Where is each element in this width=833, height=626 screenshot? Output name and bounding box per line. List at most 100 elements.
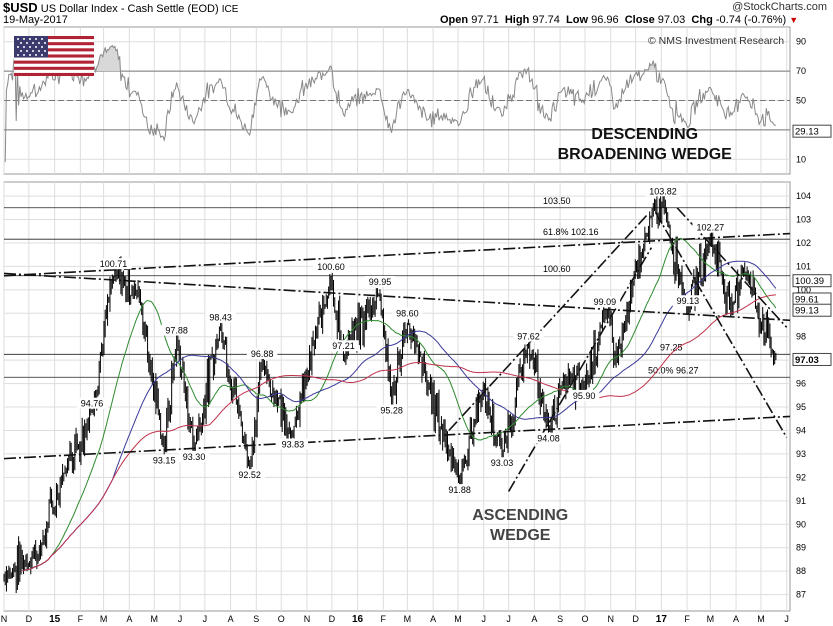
annotation-wedge: WEDGE: [490, 527, 551, 544]
point-label-box: [148, 454, 180, 466]
x-tick-label: J: [178, 614, 183, 624]
price-y-tick: 96: [796, 379, 806, 389]
point-label: 93.03: [491, 458, 514, 468]
ma-value-tag-box: [792, 303, 832, 317]
point-label-box: [376, 404, 407, 416]
point-label-box: [444, 484, 475, 496]
point-label-box: [364, 276, 396, 288]
level-label: 100.60: [543, 264, 571, 274]
index-name: US Dollar Index - Cash Settle (EOD): [40, 3, 219, 15]
price-y-tick: 102: [796, 238, 811, 248]
x-tick-label: M: [707, 614, 715, 624]
trendline-descending-wedge-lower: [654, 212, 788, 438]
x-tick-label: M: [150, 614, 158, 624]
point-label: 100.60: [317, 262, 345, 272]
point-label: 95.90: [573, 391, 596, 401]
point-label: 93.30: [183, 452, 206, 462]
point-label: 100.71: [100, 259, 128, 269]
brand-logo: @StockCharts.com: [732, 1, 827, 13]
flag-icon: [14, 36, 94, 76]
point-label-box: [692, 221, 729, 233]
point-label-box: [672, 295, 704, 307]
x-tick-label: J: [506, 614, 511, 624]
open-label: Open: [440, 14, 469, 26]
price-y-tick: 95: [796, 402, 806, 412]
point-label-box: [392, 307, 423, 319]
chg-value: -0.74 (-0.76%): [715, 14, 787, 26]
rsi-y-tick: 50: [796, 96, 806, 106]
low-value: 96.96: [591, 14, 619, 26]
point-label: 99.09: [594, 297, 617, 307]
price-y-tick: 88: [796, 566, 806, 576]
x-tick-label: O: [278, 614, 285, 624]
level-label: 61.8% 102.16: [543, 227, 599, 237]
point-label: 92.52: [238, 470, 261, 480]
symbol: $USD: [3, 0, 38, 15]
last-close-tag-box: [792, 352, 832, 366]
level-label: 97.25: [660, 342, 683, 352]
point-label-box: [161, 324, 192, 336]
x-tick-label: J: [784, 614, 789, 624]
x-tick-label: F: [78, 614, 84, 624]
moving-average-slow: [22, 294, 776, 572]
price-y-tick: 101: [796, 261, 811, 271]
x-tick-label: A: [733, 614, 739, 624]
high-label: High: [504, 14, 530, 26]
point-label-box: [205, 311, 236, 323]
price-y-tick: 100: [796, 285, 811, 295]
point-label: 94.76: [81, 399, 104, 409]
price-y-tick: 92: [796, 472, 806, 482]
point-label-box: [589, 296, 621, 308]
point-label: 97.21: [332, 341, 355, 351]
rsi-y-tick: 70: [796, 66, 806, 76]
x-tick-label: D: [632, 614, 639, 624]
point-label: 103.82: [649, 186, 677, 196]
open-value: 97.71: [471, 14, 499, 26]
point-label: 97.88: [165, 326, 188, 336]
rsi-last-value-box: [792, 124, 832, 138]
x-tick-label: A: [228, 614, 234, 624]
down-triangle-icon: ▼: [789, 15, 799, 25]
chart-title: $USD US Dollar Index - Cash Settle (EOD)…: [3, 0, 238, 15]
ohlc-readout: Open 97.71 High 97.74 Low 96.96 Close 97…: [440, 14, 798, 26]
ma-value-tag-box: [792, 274, 832, 288]
point-label: 99.13: [677, 296, 700, 306]
point-label-box: [277, 438, 309, 450]
price-y-tick: 89: [796, 543, 806, 553]
point-label: 94.08: [537, 434, 560, 444]
point-label-box: [513, 330, 544, 342]
point-label: 96.88: [251, 349, 274, 359]
moving-average-fast: [22, 237, 777, 572]
price-y-tick: 87: [796, 590, 806, 600]
level-label: 50.0% 96.27: [648, 365, 699, 375]
x-tick-label: O: [581, 614, 588, 624]
close-label: Close: [624, 14, 655, 26]
price-y-tick: 104: [796, 191, 811, 201]
price-y-tick: 93: [796, 449, 806, 459]
point-label-box: [178, 450, 210, 462]
point-label-box: [645, 185, 681, 197]
x-tick-label: N: [607, 614, 614, 624]
annotation-ascending: ASCENDING: [472, 507, 568, 524]
ma-value-tag: 99.13: [795, 306, 819, 317]
point-label-box: [328, 340, 359, 352]
x-tick-label: S: [253, 614, 259, 624]
price-y-tick: 90: [796, 519, 806, 529]
x-tick-label: J: [481, 614, 486, 624]
point-label-box: [95, 258, 132, 270]
chg-label: Chg: [691, 14, 713, 26]
rsi-last-value: 29.13: [795, 127, 819, 138]
point-label-box: [533, 432, 564, 444]
annotation-descending: DESCENDING: [591, 126, 698, 143]
high-value: 97.74: [532, 14, 560, 26]
ma-value-tag: 100.39: [795, 276, 824, 287]
x-tick-label: 17: [656, 614, 668, 625]
x-tick-label: J: [203, 614, 208, 624]
point-label: 91.88: [448, 485, 471, 495]
x-tick-label: D: [329, 614, 336, 624]
x-tick-label: N: [304, 614, 311, 624]
exchange: ICE: [221, 4, 239, 15]
point-label: 93.83: [282, 439, 305, 449]
point-label-box: [486, 457, 518, 469]
